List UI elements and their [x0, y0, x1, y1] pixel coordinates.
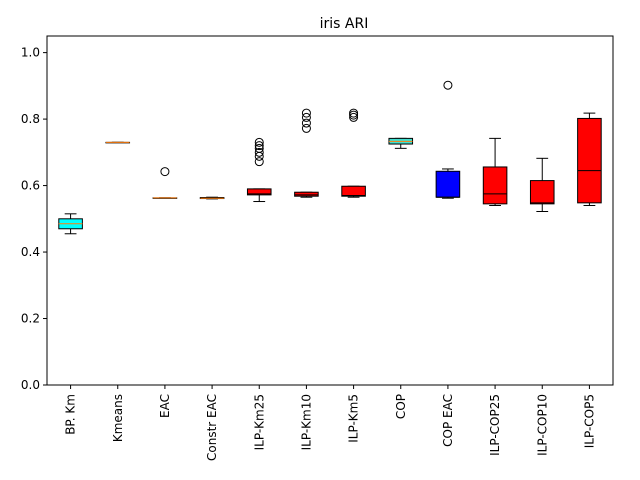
outlier-point — [254, 137, 264, 147]
box-iqr — [482, 166, 508, 205]
x-axis: BP. Km Kmeans EAC Constr EAC ILP-Km25 ILP-Km1… — [64, 385, 596, 461]
box-ilp-cop10 — [529, 157, 555, 212]
box-ilp-cop5 — [577, 112, 602, 207]
y-axis: 0.0 0.2 0.4 0.6 0.8 1.0 — [21, 46, 47, 392]
box-ilp-cop25 — [482, 137, 508, 207]
x-tick-label: ILP-COP5 — [582, 394, 596, 448]
x-tick-label: Constr EAC — [205, 394, 219, 461]
chart-title: iris ARI — [320, 16, 369, 32]
box-ilp-km5 — [341, 108, 366, 198]
x-tick-label: Kmeans — [111, 394, 125, 442]
box-iqr — [577, 117, 602, 204]
x-tick-label: ILP-COP25 — [488, 394, 502, 456]
box-iqr — [529, 180, 555, 205]
box-constr-eac — [199, 196, 225, 200]
y-tick-label: 0.6 — [21, 179, 40, 193]
outlier-point — [160, 167, 170, 177]
y-tick-label: 0.8 — [21, 112, 40, 126]
box-iqr — [435, 170, 461, 198]
outlier-point — [443, 80, 453, 90]
box-eac — [152, 167, 178, 199]
box-cop — [388, 137, 414, 149]
outlier-point — [349, 112, 359, 122]
outlier-point — [254, 143, 264, 153]
y-tick-label: 0.4 — [21, 245, 40, 259]
box-bp-km — [58, 213, 83, 235]
x-tick-label: COP EAC — [441, 394, 455, 447]
x-tick-label: ILP-Km10 — [299, 394, 313, 450]
boxes-group — [58, 80, 602, 235]
outlier-point — [301, 123, 311, 133]
box-ilp-km10 — [294, 108, 319, 198]
x-tick-label: COP — [394, 394, 408, 419]
outlier-point — [301, 108, 311, 118]
box-iqr — [294, 191, 319, 197]
box-kmeans — [105, 141, 131, 144]
x-tick-label: ILP-Km5 — [347, 394, 361, 443]
box-iqr — [341, 185, 366, 197]
x-tick-label: EAC — [158, 394, 172, 418]
outlier-point — [254, 141, 264, 151]
y-tick-label: 0.0 — [21, 378, 40, 392]
outlier-point — [349, 108, 359, 118]
y-tick-label: 1.0 — [21, 46, 40, 60]
outlier-point — [301, 118, 311, 128]
outlier-point — [254, 147, 264, 157]
plot-frame — [46, 35, 614, 386]
box-ilp-km25 — [246, 137, 272, 203]
box-iqr — [246, 188, 272, 196]
outlier-point — [301, 112, 311, 122]
y-tick-label: 0.2 — [21, 312, 40, 326]
box-cop-eac — [435, 80, 461, 199]
x-tick-label: BP. Km — [64, 394, 78, 435]
x-tick-label: ILP-COP10 — [535, 394, 549, 456]
x-tick-label: ILP-Km25 — [252, 394, 266, 450]
outlier-point — [254, 157, 264, 167]
